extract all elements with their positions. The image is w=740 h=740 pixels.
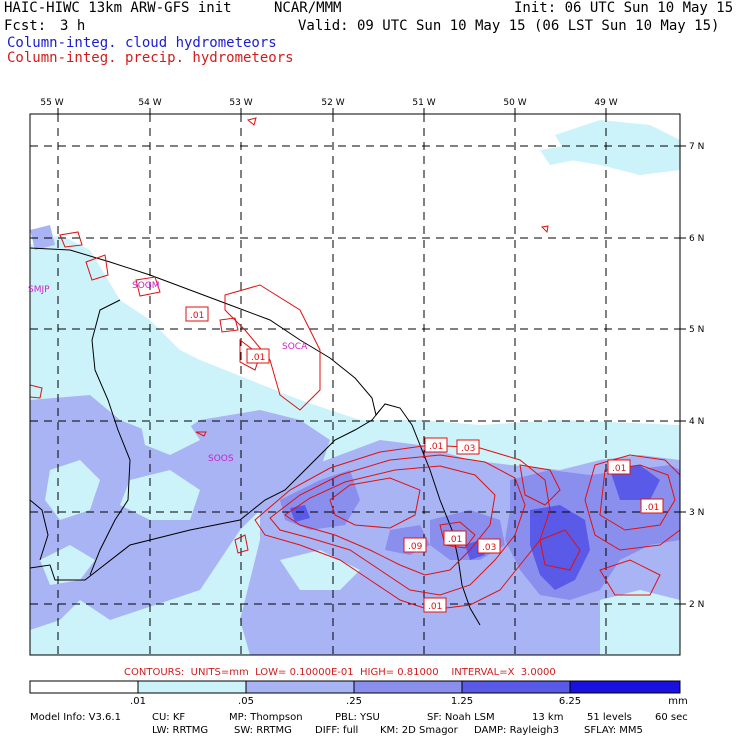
footer-km: KM: 2D Smagor [380,725,458,736]
footer-cu: CU: KF [152,712,186,723]
lat-label: 6 N [689,234,704,244]
lat-label: 7 N [689,142,704,152]
lon-label: 51 W [412,98,435,108]
contour-label: .09 [408,542,423,552]
map-ticks [57,108,686,605]
contour-label: .03 [482,543,496,553]
colorbar-label: 6.25 [558,696,582,707]
contour-label: .01 [428,602,442,612]
station-label: SOGM [132,281,160,291]
footer-res: 13 km [532,712,564,723]
contour-label: .01 [612,464,626,474]
lon-label: 55 W [40,98,63,108]
footer-lw: LW: RRTMG [152,725,209,736]
fcst-label: Fcst: [4,18,47,34]
lon-label: 53 W [229,98,252,108]
footer-levels: 51 levels [587,712,632,723]
lat-label: 4 N [689,417,704,427]
lat-label: 2 N [689,600,704,610]
station-label: SMJP [28,285,50,295]
contour-label: .01 [429,442,443,452]
footer-damp: DAMP: Rayleigh3 [474,725,560,736]
footer-sflay: SFLAY: MM5 [584,725,643,736]
colorbar-label: 1.25 [450,696,474,707]
colorbar-units: mm [668,696,688,707]
org-label: NCAR/MMM [274,0,342,16]
contour-label: .01 [251,353,265,363]
contour-label: .03 [461,444,475,454]
field-precip-label: Column-integ. precip. hydrometeors [7,50,294,66]
valid-time: Valid: 09 UTC Sun 10 May 15 (06 LST Sun … [298,18,720,34]
colorbar-label: .01 [130,696,146,707]
fcst-value: 3 h [60,18,86,34]
contour-info: CONTOURS: UNITS=mm LOW= 0.10000E-01 HIGH… [124,667,556,678]
footer-pbl: PBL: YSU [335,712,380,723]
footer-sf: SF: Noah LSM [427,712,495,723]
contour-label: .01 [448,535,462,545]
lon-label: 52 W [321,98,344,108]
colorbar [29,680,681,694]
init-time: Init: 06 UTC Sun 10 May 15 [514,0,734,16]
contour-label-group: .01 .01 .01 .03 .01 .01 .09 .01 .03 .01 [185,306,664,613]
colorbar-label: .05 [238,696,254,707]
colorbar-label: .25 [346,696,362,707]
field-cloud-label: Column-integ. cloud hydrometeors [7,35,277,51]
lat-label: 3 N [689,508,704,518]
lon-label: 54 W [138,98,161,108]
footer-mp: MP: Thompson [229,712,303,723]
lat-label: 5 N [689,325,704,335]
contour-label: .01 [190,311,204,321]
contour-label: .01 [645,503,659,513]
lat-lon-grid [30,114,680,655]
model-title: HAIC-HIWC 13km ARW-GFS init [4,0,232,16]
lon-label: 50 W [503,98,526,108]
footer-diff: DIFF: full [315,725,359,736]
footer-timestep: 60 sec [655,712,688,723]
station-label: SOOS [208,454,234,464]
map-frame [29,113,681,656]
footer-model-info: Model Info: V3.6.1 [30,712,121,723]
station-label: SOCA [282,342,308,352]
footer-sw: SW: RRTMG [234,725,292,736]
hydrometeor-shading [30,114,680,655]
precip-contours [30,117,680,611]
lon-label: 49 W [594,98,617,108]
